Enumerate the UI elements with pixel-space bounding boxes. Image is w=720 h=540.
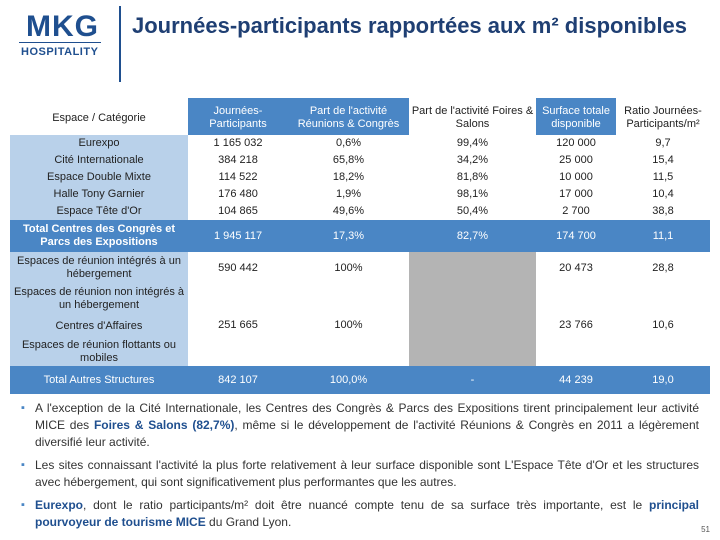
bullet-item: ▪ A l'exception de la Cité International… (21, 400, 699, 451)
table-cell: 20 473 (536, 252, 616, 284)
table-cell-name: Espace Tête d'Or (56, 205, 142, 217)
names-column: Eurexpo Cité Internationale Espace Doubl… (10, 135, 188, 220)
table-row-total-autres: Total Autres Structures 842 107 100,0% -… (10, 366, 710, 394)
table-cell: 11,1 (616, 220, 710, 252)
table-cell: 2 700 (562, 205, 590, 217)
table-cell-name: Cité Internationale (54, 154, 144, 166)
logo-sub-text: HOSPITALITY (21, 46, 99, 58)
bullet-text: Eurexpo, dont le ratio participants/m² d… (35, 498, 699, 529)
table-cell-name: Centres d'Affaires (10, 314, 188, 338)
table-cell: 81,8% (456, 171, 489, 183)
table-cell: 82,7% (409, 220, 536, 252)
jp-column: 1 165 032 384 218 114 522 176 480 104 86… (188, 135, 288, 220)
table-cell: 17 000 (559, 188, 593, 200)
table-cell: 590 442 (188, 252, 288, 284)
table-row-total-centres: Total Centres des Congrès et Parcs des E… (10, 220, 710, 252)
table-cell-empty (409, 284, 536, 366)
table-cell: 99,4% (456, 137, 489, 149)
bullet-icon: ▪ (21, 402, 25, 414)
table-cell: 49,6% (332, 205, 365, 217)
header-surface: Surface totale disponible (536, 98, 616, 138)
table-cell: 98,1% (456, 188, 489, 200)
table-cell: 10 000 (559, 171, 593, 183)
bullet-item: ▪ Les sites connaissant l'activité la pl… (21, 457, 699, 491)
table-cell: 44 239 (536, 366, 616, 394)
table-cell: 50,4% (456, 205, 489, 217)
table-cell: 10,4 (652, 188, 674, 200)
table-cell: 1 165 032 (213, 137, 263, 149)
table-cell-empty (409, 252, 536, 284)
table-cell: 10,6 (616, 284, 710, 366)
table-row-autres-structures: Espaces de réunion non intégrés à un héb… (10, 284, 710, 366)
table-cell-name: Espaces de réunion flottants ou mobiles (10, 338, 188, 366)
table-cell: 100% (288, 252, 409, 284)
table-cell: 28,8 (616, 252, 710, 284)
title-separator (119, 6, 121, 82)
page-title: Journées-participants rapportées aux m² … (132, 13, 688, 38)
table-row-group-centres: Eurexpo Cité Internationale Espace Doubl… (10, 135, 710, 220)
header-reunions: Part de l'activité Réunions & Congrès (288, 98, 409, 138)
table-cell-name: Espace Double Mixte (47, 171, 151, 183)
table-cell: 19,0 (616, 366, 710, 394)
bullet-item: ▪ Eurexpo, dont le ratio participants/m²… (21, 497, 699, 531)
page-number: 51 (701, 525, 710, 534)
names-column-autres: Espaces de réunion non intégrés à un héb… (10, 284, 188, 366)
bullet-icon: ▪ (21, 459, 25, 471)
fs-column: 99,4% 34,2% 81,8% 98,1% 50,4% (409, 135, 536, 220)
table-cell: 23 766 (536, 284, 616, 366)
rc-column: 0,6% 65,8% 18,2% 1,9% 49,6% (288, 135, 409, 220)
header-foires: Part de l'activité Foires & Salons (409, 98, 536, 138)
table-cell-name: Eurexpo (78, 137, 120, 149)
table-cell: 0,6% (335, 137, 362, 149)
header-category: Espace / Catégorie (10, 98, 188, 138)
table-cell-name: Halle Tony Garnier (53, 188, 145, 200)
bullet-text: A l'exception de la Cité Internationale,… (35, 401, 699, 449)
table-cell: 18,2% (332, 171, 365, 183)
bullet-list: ▪ A l'exception de la Cité International… (21, 400, 699, 537)
highlight: principal pourvoyeur de tourisme MICE (35, 498, 699, 529)
logo-main-text: MKG (26, 10, 99, 43)
table-cell: 104 865 (218, 205, 258, 217)
table-cell: 100,0% (288, 366, 409, 394)
table-cell: - (409, 366, 536, 394)
table-cell: 9,7 (655, 137, 671, 149)
table-cell: 120 000 (556, 137, 596, 149)
table-cell: 176 480 (218, 188, 258, 200)
header-journees: Journées-Participants (188, 98, 288, 138)
highlight: Foires & Salons (82,7%) (93, 418, 235, 432)
table-cell: 842 107 (188, 366, 288, 394)
table-cell: 114 522 (218, 171, 258, 183)
logo-divider (19, 42, 101, 43)
company-logo: MKG HOSPITALITY (0, 0, 118, 86)
table-cell: 1 945 117 (188, 220, 288, 252)
surface-column: 120 000 25 000 10 000 17 000 2 700 (536, 135, 616, 220)
table-cell: 65,8% (332, 154, 365, 166)
table-cell: 174 700 (536, 220, 616, 252)
bullet-text: Les sites connaissant l'activité la plus… (35, 458, 699, 489)
table-cell: 384 218 (218, 154, 258, 166)
table-cell: 25 000 (559, 154, 593, 166)
table-cell-name: Espaces de réunion intégrés à un héberge… (10, 252, 188, 284)
table-cell-name: Espaces de réunion non intégrés à un héb… (10, 284, 188, 314)
highlight: Eurexpo (35, 498, 84, 512)
ratio-column: 9,7 15,4 11,5 10,4 38,8 (616, 135, 710, 220)
table-cell-name: Total Autres Structures (10, 366, 188, 394)
header-ratio: Ratio Journées-Participants/m² (616, 98, 710, 138)
table-header-row: Espace / Catégorie Journées-Participants… (10, 98, 710, 138)
table-cell-name: Total Centres des Congrès et Parcs des E… (10, 220, 188, 252)
bullet-icon: ▪ (21, 499, 25, 511)
table-cell: 11,5 (652, 171, 674, 183)
table-cell: 38,8 (652, 205, 674, 217)
table-row-espaces-integres: Espaces de réunion intégrés à un héberge… (10, 252, 710, 284)
table-cell: 34,2% (456, 154, 489, 166)
table-cell: 100% (288, 284, 409, 366)
table-cell: 251 665 (188, 284, 288, 366)
table-cell: 17,3% (288, 220, 409, 252)
table-cell: 15,4 (652, 154, 674, 166)
table-cell: 1,9% (335, 188, 362, 200)
